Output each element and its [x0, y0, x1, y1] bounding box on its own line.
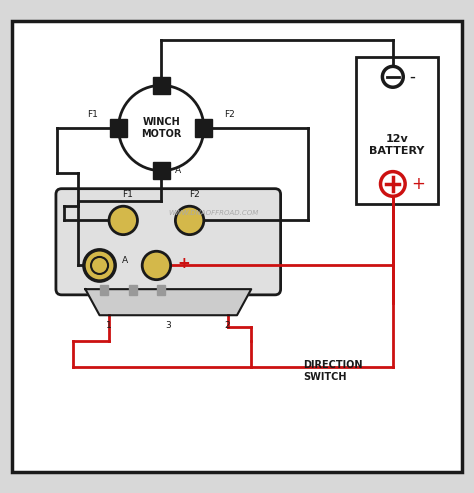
Text: +: +	[178, 255, 191, 271]
Bar	[356, 57, 438, 204]
Text: F1: F1	[87, 110, 98, 119]
Text: A: A	[175, 166, 182, 175]
Bar	[153, 162, 170, 179]
Circle shape	[109, 206, 137, 235]
Bar	[157, 285, 165, 295]
Text: DIRECTION
SWITCH: DIRECTION SWITCH	[303, 360, 363, 382]
Text: +: +	[411, 175, 425, 193]
Circle shape	[142, 251, 171, 280]
Bar	[153, 77, 170, 94]
Bar	[195, 119, 212, 137]
Text: WWW.DNAOFFROAD.COM: WWW.DNAOFFROAD.COM	[168, 211, 258, 216]
Circle shape	[383, 67, 403, 87]
FancyBboxPatch shape	[56, 189, 281, 295]
Circle shape	[175, 206, 204, 235]
Circle shape	[84, 250, 115, 281]
Bar	[100, 285, 108, 295]
Circle shape	[91, 257, 108, 274]
Bar	[110, 119, 127, 137]
Text: 2: 2	[225, 321, 230, 330]
Text: F2: F2	[189, 190, 200, 199]
Text: -: -	[410, 68, 415, 86]
Circle shape	[381, 172, 405, 196]
Text: F2: F2	[225, 110, 235, 119]
Text: F1: F1	[123, 190, 133, 199]
Bar	[129, 285, 137, 295]
Text: 1: 1	[106, 321, 112, 330]
Text: 12v
BATTERY: 12v BATTERY	[369, 134, 425, 156]
Text: 3: 3	[165, 321, 171, 330]
Polygon shape	[85, 289, 251, 315]
Circle shape	[118, 85, 204, 171]
Text: A: A	[122, 256, 128, 265]
Text: WINCH
MOTOR: WINCH MOTOR	[141, 117, 182, 139]
